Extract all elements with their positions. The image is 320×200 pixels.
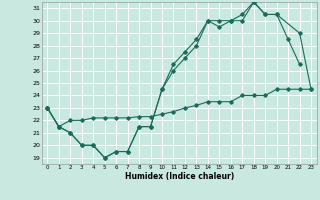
X-axis label: Humidex (Indice chaleur): Humidex (Indice chaleur) (124, 172, 234, 181)
